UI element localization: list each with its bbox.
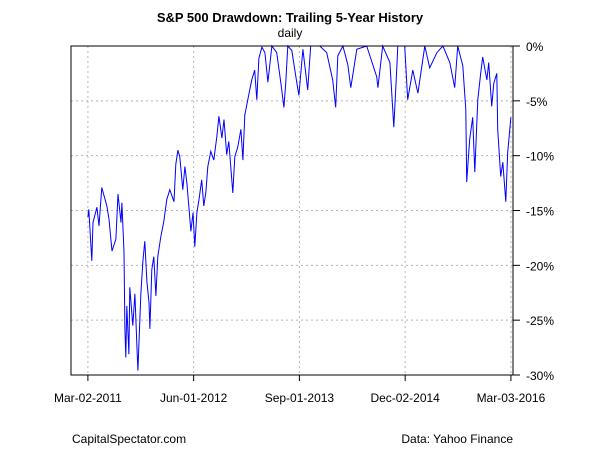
x-tick-label: Sep-01-2013	[265, 391, 335, 405]
plot-frame	[70, 45, 514, 376]
chart-title: S&P 500 Drawdown: Trailing 5-Year Histor…	[157, 10, 424, 25]
y-tick-label: -25%	[526, 314, 554, 328]
footer-data-source: Data: Yahoo Finance	[401, 432, 513, 446]
y-tick-label: -30%	[526, 369, 554, 383]
x-tick-label: Mar-03-2016	[477, 391, 546, 405]
x-tick-label: Dec-02-2014	[370, 391, 440, 405]
y-tick-label: -20%	[526, 259, 554, 273]
y-tick-label: -10%	[526, 150, 554, 164]
y-tick-label: 0%	[526, 40, 544, 54]
x-tick-label: Jun-01-2012	[160, 391, 228, 405]
y-tick-label: -15%	[526, 205, 554, 219]
footer-source-site: CapitalSpectator.com	[72, 432, 186, 446]
drawdown-line	[87, 44, 512, 371]
grid	[71, 46, 513, 375]
y-tick-label: -5%	[526, 95, 548, 109]
chart-subtitle: daily	[278, 26, 303, 40]
x-axis: Mar-02-2011 Jun-01-2012 Sep-01-2013 Dec-02-…	[54, 375, 546, 405]
x-tick-label: Mar-02-2011	[54, 391, 122, 405]
y-axis: 0% -5% -10% -15% -20% -25% -30%	[513, 40, 554, 383]
